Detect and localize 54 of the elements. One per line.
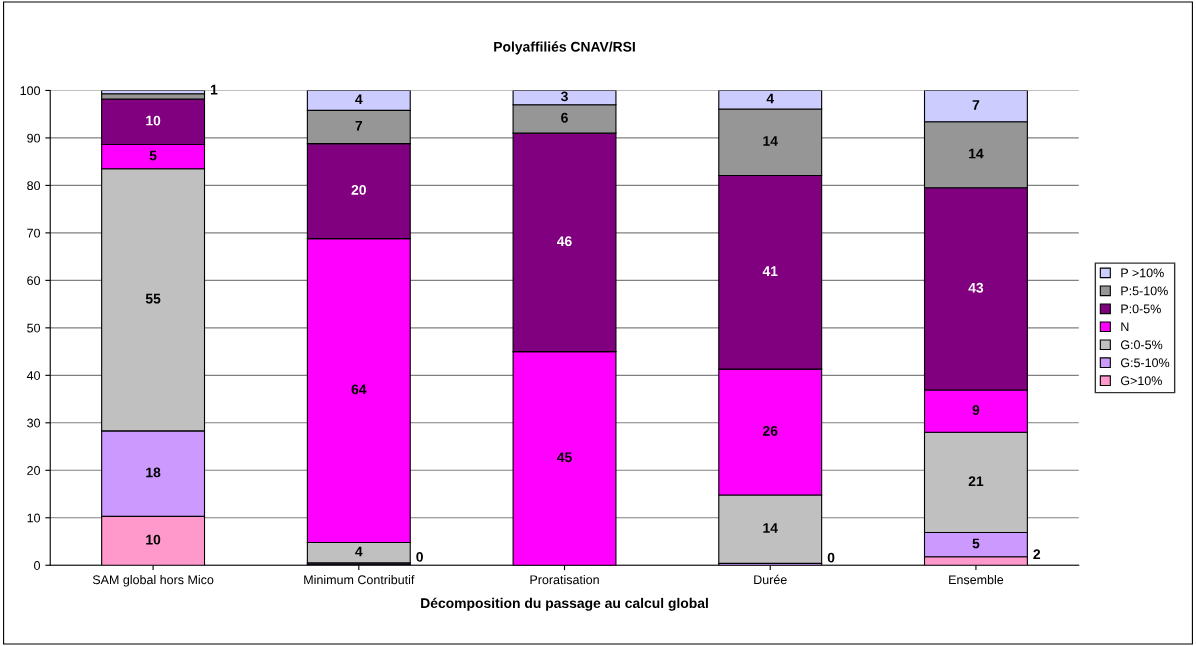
legend-label: G:5-10% xyxy=(1120,358,1170,368)
data-label: 2 xyxy=(1033,549,1041,560)
data-label: 18 xyxy=(146,467,161,478)
data-label: 4 xyxy=(355,94,363,104)
x-tick-label: Ensemble xyxy=(949,574,1004,585)
legend-label: G:0-5% xyxy=(1120,340,1163,350)
y-tick-label: 70 xyxy=(27,228,41,238)
y-tick-label: 30 xyxy=(27,418,41,428)
data-label: 14 xyxy=(763,523,778,533)
data-label: 3 xyxy=(560,91,568,102)
data-label: 14 xyxy=(969,148,984,159)
legend-label: P:5-10% xyxy=(1121,286,1168,296)
data-label: 5 xyxy=(972,538,980,549)
data-label: 4 xyxy=(766,93,775,104)
data-label: 0 xyxy=(416,551,423,562)
legend-label: P:0-5% xyxy=(1121,304,1161,314)
data-label: 10 xyxy=(146,534,161,545)
y-tick-label: 0 xyxy=(34,561,41,570)
data-label: 43 xyxy=(968,282,984,293)
data-label: 9 xyxy=(972,405,980,415)
y-tick-label: 60 xyxy=(27,276,41,286)
data-label: 21 xyxy=(968,476,984,486)
data-label: 7 xyxy=(972,100,980,110)
legend-label: G>10% xyxy=(1120,376,1162,386)
y-tick-label: 10 xyxy=(27,513,41,523)
x-tick-label: Minimum Contributif xyxy=(304,574,415,585)
legend-label: N xyxy=(1121,322,1129,332)
data-label: 7 xyxy=(355,121,363,131)
data-label: 0 xyxy=(827,552,835,563)
data-label: 6 xyxy=(561,112,568,123)
data-label: 26 xyxy=(762,425,778,436)
x-tick-label: SAM global hors Mico xyxy=(92,574,214,587)
data-label: 4 xyxy=(355,546,363,557)
data-label: 10 xyxy=(146,115,161,126)
x-tick-label: Durée xyxy=(754,574,787,585)
data-label: 5 xyxy=(149,150,157,161)
chart-title: Polyaffiliés CNAV/RSI xyxy=(494,41,635,55)
y-tick-label: 90 xyxy=(27,133,41,143)
y-tick-label: 50 xyxy=(27,323,41,333)
data-label: 45 xyxy=(557,452,572,463)
data-label: 41 xyxy=(762,266,778,276)
y-tick-label: 80 xyxy=(27,181,41,191)
x-axis-title: Décomposition du passage au calcul global xyxy=(421,597,708,611)
x-tick-label: Proratisation xyxy=(530,574,599,585)
data-label: 14 xyxy=(763,136,778,146)
data-label: 55 xyxy=(145,293,161,304)
y-tick-label: 40 xyxy=(26,371,41,380)
data-label: 1 xyxy=(210,84,218,95)
y-tick-label: 20 xyxy=(27,466,41,475)
data-label: 46 xyxy=(557,236,572,247)
y-tick-label: 100 xyxy=(20,86,41,96)
legend-label: P >10% xyxy=(1121,268,1164,278)
data-label: 20 xyxy=(351,184,366,195)
data-label: 64 xyxy=(351,384,367,395)
